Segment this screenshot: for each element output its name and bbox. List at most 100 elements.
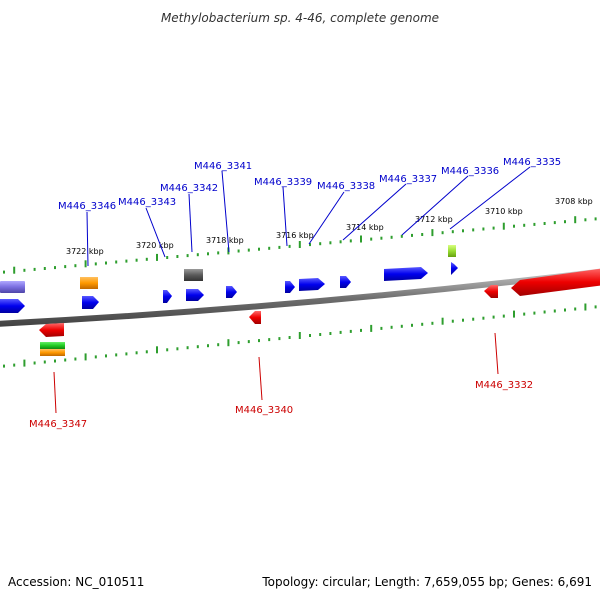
outer-scale-minor-tick [268, 246, 271, 250]
gene-label-m446-3332[interactable]: M446_3332 [475, 380, 533, 391]
inner-scale-major-tick [370, 324, 373, 332]
inner-scale-minor-tick [176, 347, 179, 351]
inner-scale-minor-tick [360, 328, 362, 332]
gene-m446-3336[interactable] [384, 267, 428, 281]
inner-scale-minor-tick [451, 319, 454, 323]
gene-label-m446-3336[interactable]: M446_3336 [441, 166, 499, 177]
gene-m446-3339[interactable] [285, 281, 295, 293]
inner-scale-minor-tick [115, 353, 118, 357]
inner-scale-minor-tick [43, 360, 46, 364]
gene-label-m446-3340[interactable]: M446_3340 [235, 405, 293, 416]
gene-m446-3332-small[interactable] [484, 285, 498, 298]
inner-scale-major-tick [227, 339, 230, 347]
outer-scale-minor-tick [105, 261, 107, 265]
gene-m446-3341[interactable] [226, 286, 237, 298]
inner-scale-minor-tick [105, 354, 107, 358]
inner-scale-minor-tick [564, 308, 566, 312]
inner-scale-minor-tick [319, 333, 322, 336]
leader-line-m446-3346 [86, 211, 89, 267]
inner-scale-minor-tick [145, 350, 148, 354]
gene-m446-3335[interactable] [451, 262, 458, 275]
gene-m446-3338[interactable] [299, 278, 325, 291]
outer-scale-minor-tick [451, 230, 454, 234]
gene-green-rev[interactable] [40, 342, 65, 349]
kbp-label-3710: 3710 kbp [485, 207, 523, 216]
inner-scale-major-tick [84, 353, 87, 361]
inner-scale-minor-tick [329, 332, 332, 335]
kbp-label-3720: 3720 kbp [136, 241, 174, 250]
outer-scale-minor-tick [513, 224, 515, 228]
inner-scale-major-tick [298, 332, 301, 339]
outer-scale-major-tick [156, 253, 158, 261]
gene-m446-3342[interactable] [186, 289, 204, 301]
gene-label-m446-3342[interactable]: M446_3342 [160, 183, 218, 194]
gene-label-m446-3339[interactable]: M446_3339 [254, 177, 312, 188]
kbp-label-3722: 3722 kbp [66, 247, 104, 256]
kbp-label-3714: 3714 kbp [346, 223, 384, 232]
inner-scale-minor-tick [288, 336, 291, 339]
gene-label-m446-3337[interactable]: M446_3337 [379, 174, 437, 185]
gene-label-m446-3338[interactable]: M446_3338 [317, 181, 375, 192]
inner-scale-minor-tick [574, 307, 577, 311]
gene-label-m446-3343[interactable]: M446_3343 [118, 197, 176, 208]
outer-scale-major-tick [574, 216, 577, 224]
gene-m446-3343[interactable] [163, 290, 172, 303]
scale-ticks [3, 216, 597, 368]
inner-scale-minor-tick [431, 321, 434, 325]
gene-gray[interactable] [184, 269, 203, 281]
inner-scale-major-tick [441, 317, 444, 325]
inner-scale-minor-tick [400, 324, 403, 328]
outer-scale-major-tick [431, 229, 434, 237]
outer-scale-minor-tick [533, 222, 536, 226]
inner-scale-major-tick [584, 303, 587, 311]
reverse-leader-lines [53, 332, 499, 414]
inner-scale-minor-tick [553, 309, 556, 313]
leader-line-m446-3347 [53, 371, 57, 414]
gene-m446-3340[interactable] [249, 311, 261, 324]
inner-scale-major-tick [156, 346, 158, 354]
outer-scale-minor-tick [329, 241, 332, 245]
gene-m446-3346[interactable] [82, 296, 99, 309]
inner-scale-minor-tick [380, 326, 383, 330]
inner-scale-minor-tick [411, 323, 413, 327]
gene-m446-3347-region[interactable] [0, 299, 25, 313]
outer-scale-minor-tick [462, 229, 464, 233]
kbp-label-3716: 3716 kbp [276, 231, 314, 240]
forward-leader-lines [86, 166, 531, 267]
gene-label-m446-3335[interactable]: M446_3335 [503, 157, 561, 168]
genome-backbone [0, 268, 600, 327]
outer-scale-minor-tick [339, 240, 342, 244]
leader-line-m446-3341 [221, 170, 230, 253]
gene-m446-3331[interactable] [511, 268, 600, 296]
gene-orange-rev[interactable] [40, 349, 65, 356]
reverse-strand-genes [39, 268, 600, 356]
inner-scale-minor-tick [594, 305, 597, 309]
kbp-label-3718: 3718 kbp [206, 236, 244, 245]
outer-scale-minor-tick [23, 268, 26, 272]
outer-scale-minor-tick [380, 236, 383, 240]
inner-scale-minor-tick [135, 351, 138, 355]
gene-m446-3347[interactable] [39, 323, 64, 337]
outer-scale-minor-tick [411, 233, 413, 237]
outer-scale-minor-tick [492, 226, 495, 230]
outer-scale-minor-tick [472, 228, 475, 232]
gene-lime[interactable] [448, 245, 456, 257]
forward-strand-genes [0, 245, 456, 293]
gene-label-m446-3346[interactable]: M446_3346 [58, 201, 116, 212]
outer-scale-minor-tick [94, 262, 97, 266]
inner-scale-minor-tick [186, 346, 189, 350]
outer-scale-minor-tick [258, 247, 260, 251]
inner-scale-minor-tick [54, 359, 56, 363]
gene-orange-fwd[interactable] [80, 277, 98, 289]
gene-label-m446-3341[interactable]: M446_3341 [194, 161, 252, 172]
gene-m446-3337[interactable] [340, 276, 351, 288]
inner-scale-minor-tick [523, 312, 526, 316]
accession-text: Accession: NC_010511 [8, 575, 144, 589]
leader-line-m446-3332 [494, 332, 499, 375]
outer-scale-minor-tick [349, 239, 352, 243]
inner-scale-minor-tick [339, 330, 342, 334]
gene-purple[interactable] [0, 281, 25, 293]
inner-scale-minor-tick [3, 364, 5, 368]
gene-label-m446-3347[interactable]: M446_3347 [29, 419, 87, 430]
